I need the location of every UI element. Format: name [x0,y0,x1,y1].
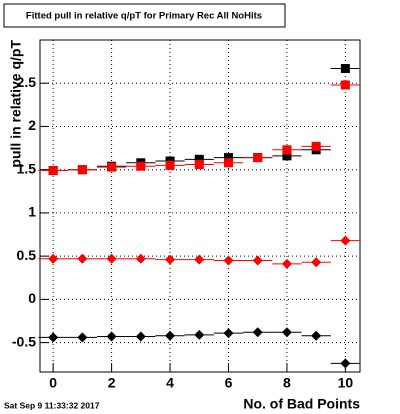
y-tick-label: 2.5 [17,74,37,90]
y-tick-label: -0.5 [12,333,36,349]
y-axis-label: pull in relative q/pT [8,40,24,168]
timestamp: Sat Sep 9 11:33:32 2017 [4,400,100,410]
marker [77,165,87,175]
marker [107,162,117,172]
marker [48,332,59,343]
y-tick-label: 1 [28,204,36,220]
marker [223,255,234,266]
marker [77,253,88,264]
x-tick-label: 2 [108,375,116,391]
x-tick-label: 6 [225,375,233,391]
marker [135,253,146,264]
marker [194,329,205,340]
marker [135,331,146,342]
marker [281,258,292,269]
marker [253,153,263,163]
marker [48,253,59,264]
plot-frame [39,39,361,373]
y-tick-label: 2 [28,117,36,133]
marker [340,235,351,246]
marker [311,141,321,151]
marker [77,332,88,343]
x-axis-label: No. of Bad Points [243,396,360,412]
y-tick-label: 0 [28,290,36,306]
marker [340,80,350,90]
marker [194,254,205,265]
marker [282,151,292,161]
marker [165,330,176,341]
marker [340,64,350,74]
y-tick-label: 1.5 [17,160,37,176]
marker [106,253,117,264]
marker [194,154,204,164]
y-tick-label: 0.5 [17,247,37,263]
marker [223,153,233,163]
marker [106,331,117,342]
x-tick-label: 0 [49,375,57,391]
marker [311,330,322,341]
marker [136,161,146,171]
x-tick-label: 10 [338,375,354,391]
marker [252,327,263,338]
marker [165,160,175,170]
title-box [3,3,286,28]
marker [165,254,176,265]
marker [340,358,351,369]
marker [282,145,292,155]
marker [223,158,233,168]
marker [311,257,322,268]
marker [252,255,263,266]
marker [223,328,234,339]
marker [48,166,58,176]
x-tick-label: 4 [166,375,174,391]
chart-title: Fitted pull in relative q/pT for Primary… [26,11,262,22]
marker [281,327,292,338]
marker [194,160,204,169]
x-tick-label: 8 [283,375,291,391]
